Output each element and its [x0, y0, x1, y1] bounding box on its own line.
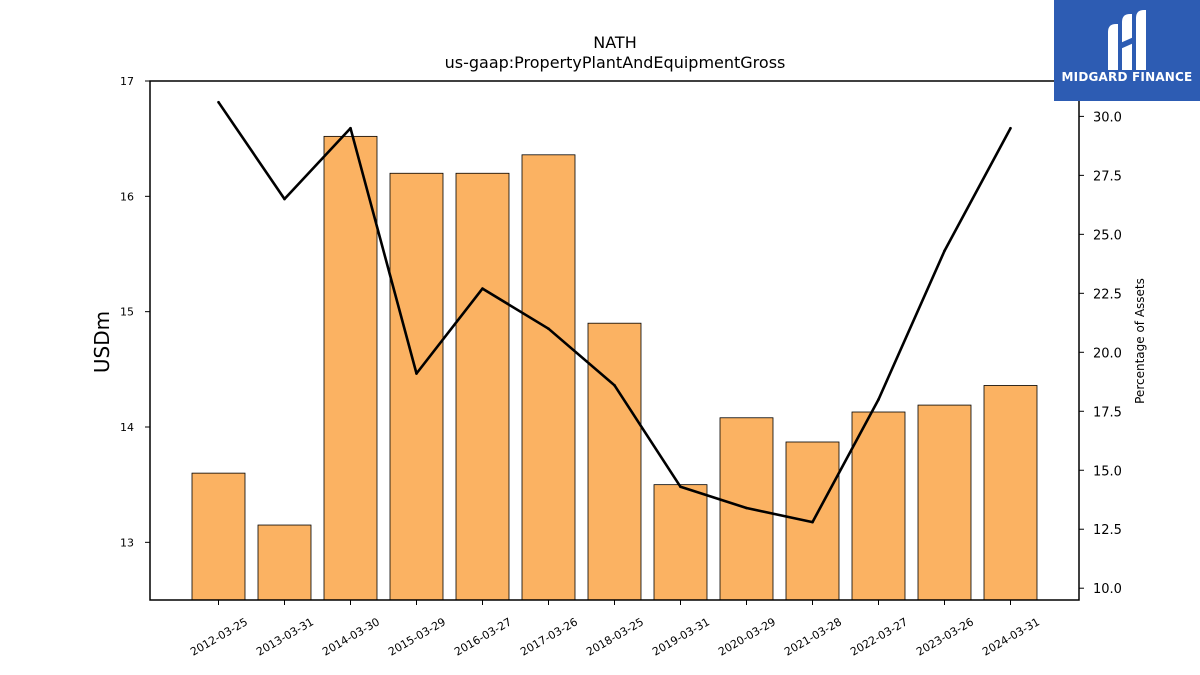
line-point-2012-03-25 [217, 100, 220, 104]
bars [191, 135, 1038, 601]
y2-tick-label: 30.0 [1093, 110, 1122, 125]
line-point-2018-03-25 [613, 384, 616, 387]
bar-2024-03-31 [983, 385, 1038, 601]
x-tick-label: 2019-03-31 [650, 615, 712, 658]
line-point-2020-03-29 [745, 506, 748, 510]
y-tick-label: 15 [120, 306, 134, 319]
x-tick-label: 2015-03-29 [386, 615, 448, 658]
logo-mark-icon [1108, 10, 1146, 70]
y2-tick-label: 10.0 [1093, 582, 1122, 597]
x-tick-label: 2023-03-26 [914, 615, 976, 658]
y2-tick-label: 17.5 [1093, 405, 1122, 420]
y2-tick-label: 12.5 [1093, 523, 1122, 538]
bar-2019-03-31 [653, 484, 708, 601]
bar-2023-03-26 [917, 404, 972, 601]
line-point-2013-03-31 [283, 197, 286, 201]
y-axis-label: USDm [90, 311, 114, 373]
line-point-2023-03-26 [943, 249, 946, 253]
bar-2022-03-27 [851, 411, 906, 601]
y2-axis-label: Percentage of Assets [1133, 278, 1147, 404]
line-point-2015-03-29 [415, 372, 418, 375]
bar-2016-03-27 [455, 172, 510, 601]
x-tick-label: 2022-03-27 [848, 615, 910, 658]
y-tick-label: 17 [120, 75, 134, 88]
y-tick-label: 14 [120, 421, 134, 434]
bar-2013-03-31 [257, 524, 312, 601]
midgard-finance-logo: MIDGARD FINANCE [1054, 0, 1200, 101]
x-tick-label: 2024-03-31 [980, 615, 1042, 658]
line-point-2019-03-31 [679, 485, 682, 489]
y2-tick-label: 22.5 [1093, 287, 1122, 302]
y-tick-label: 16 [120, 190, 134, 203]
y2-tick-label: 25.0 [1093, 228, 1122, 243]
bar-2012-03-25 [191, 472, 246, 601]
line-point-2021-03-28 [811, 520, 814, 524]
percent-line-layer [217, 100, 1012, 524]
x-tick-label: 2012-03-25 [188, 615, 250, 658]
chart-subtitle: us-gaap:PropertyPlantAndEquipmentGross [445, 53, 786, 72]
line-point-2022-03-27 [877, 398, 880, 401]
x-tick-label: 2020-03-29 [716, 615, 778, 658]
x-tick-label: 2021-03-28 [782, 615, 844, 658]
x-tick-label: 2017-03-26 [518, 615, 580, 658]
y2-tick-label: 27.5 [1093, 169, 1122, 184]
x-tick-label: 2013-03-31 [254, 615, 316, 658]
y-tick-label: 13 [120, 536, 134, 549]
x-tick-label: 2016-03-27 [452, 615, 514, 658]
bar-2018-03-25 [587, 322, 642, 601]
logo-brand-text: MIDGARD FINANCE [1061, 70, 1193, 84]
bar-2015-03-29 [389, 172, 444, 601]
y2-tick-label: 15.0 [1093, 464, 1122, 479]
line-point-2017-03-26 [547, 327, 550, 331]
chart-title: NATH [593, 33, 636, 52]
bar-2017-03-26 [521, 154, 576, 601]
bar-2014-03-30 [323, 135, 378, 601]
x-tick-label: 2018-03-25 [584, 615, 646, 658]
line-point-2016-03-27 [481, 287, 484, 290]
x-tick-label: 2014-03-30 [320, 615, 382, 658]
line-point-2024-03-31 [1009, 126, 1012, 130]
line-point-2014-03-30 [349, 126, 352, 130]
y2-tick-label: 20.0 [1093, 346, 1122, 361]
